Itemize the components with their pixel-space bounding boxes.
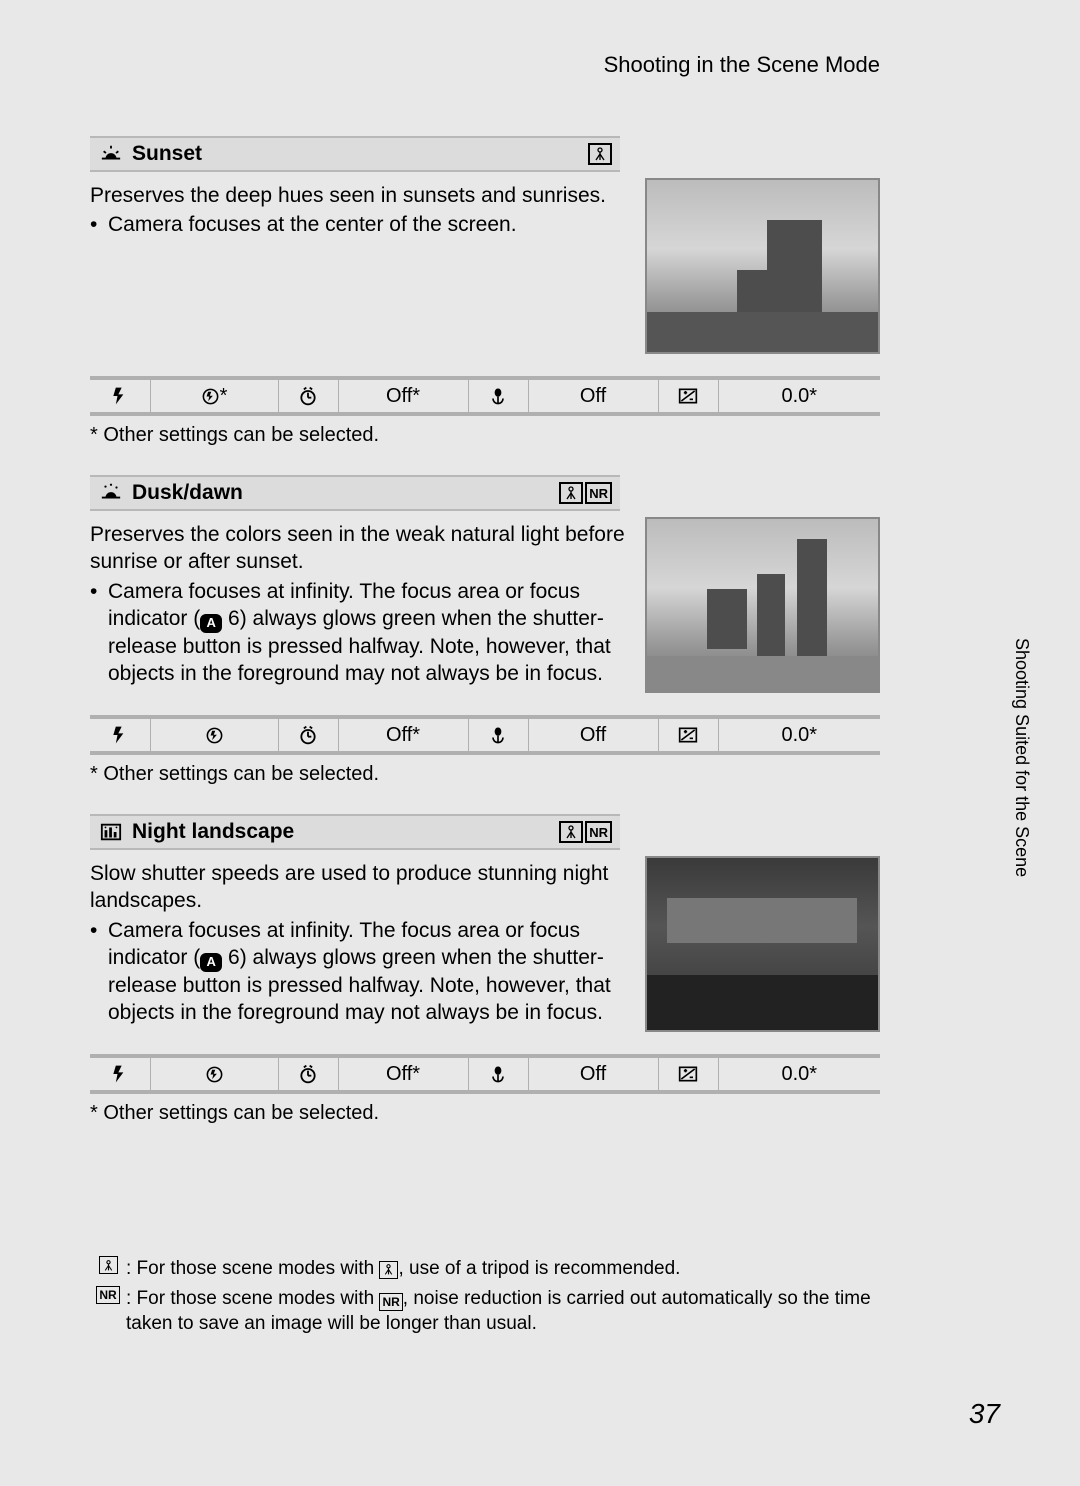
exposure-icon xyxy=(658,717,718,753)
legend-row: NR : For those scene modes with NR, nois… xyxy=(90,1286,880,1337)
selftimer-icon xyxy=(278,1056,338,1092)
flash-icon xyxy=(90,378,150,414)
section-description: Preserves the deep hues seen in sunsets … xyxy=(90,182,635,209)
macro-value: Off xyxy=(528,378,658,414)
settings-table: * Off* Off 0.0* xyxy=(90,376,880,416)
tripod-icon xyxy=(559,821,583,843)
section-title: Dusk/dawn xyxy=(132,481,243,505)
side-tab-text: Shooting Suited for the Scene xyxy=(1006,626,1032,877)
legend-key xyxy=(90,1256,126,1282)
sample-image xyxy=(645,517,880,693)
section-header: Dusk/dawn NR xyxy=(90,475,620,511)
legend-row: : For those scene modes with , use of a … xyxy=(90,1256,880,1282)
section-header: Night landscape NR xyxy=(90,814,620,850)
exposure-icon xyxy=(658,378,718,414)
nr-icon: NR xyxy=(379,1293,402,1311)
legend: : For those scene modes with , use of a … xyxy=(90,1256,880,1341)
settings-table: Off* Off 0.0* xyxy=(90,1054,880,1094)
tripod-icon xyxy=(559,482,583,504)
selftimer-value: Off* xyxy=(338,378,468,414)
macro-icon xyxy=(468,1056,528,1092)
flash-value xyxy=(150,1056,278,1092)
scene-section: Sunset Preserves the deep hues seen in s… xyxy=(90,136,880,447)
nr-icon: NR xyxy=(96,1286,119,1304)
exposure-icon xyxy=(658,1056,718,1092)
tripod-icon xyxy=(99,1256,118,1274)
page-title: Shooting in the Scene Mode xyxy=(90,52,880,78)
side-tab: Shooting Suited for the Scene xyxy=(1006,626,1038,1066)
camera-ref-icon: A xyxy=(200,953,222,972)
section-title: Sunset xyxy=(132,142,202,166)
bullet-item: Camera focuses at infinity. The focus ar… xyxy=(108,578,635,688)
footnote: * Other settings can be selected. xyxy=(90,1102,880,1125)
selftimer-icon xyxy=(278,378,338,414)
section-description: Preserves the colors seen in the weak na… xyxy=(90,521,635,576)
scene-section: Night landscape NR Slow shutter speeds a… xyxy=(90,814,880,1125)
landscape-icon xyxy=(100,821,122,843)
nr-icon: NR xyxy=(585,482,612,504)
sample-image xyxy=(645,856,880,1032)
macro-icon xyxy=(468,378,528,414)
settings-table: Off* Off 0.0* xyxy=(90,715,880,755)
selftimer-value: Off* xyxy=(338,717,468,753)
camera-ref-icon: A xyxy=(200,614,222,633)
bullet-list: Camera focuses at infinity. The focus ar… xyxy=(90,578,635,688)
exposure-value: 0.0* xyxy=(718,378,880,414)
exposure-value: 0.0* xyxy=(718,717,880,753)
macro-value: Off xyxy=(528,717,658,753)
scene-section: Dusk/dawn NR Preserves the colors seen i… xyxy=(90,475,880,786)
footnote: * Other settings can be selected. xyxy=(90,763,880,786)
section-description: Slow shutter speeds are used to produce … xyxy=(90,860,635,915)
tripod-icon xyxy=(379,1261,398,1279)
dusk-icon xyxy=(100,482,122,504)
legend-key: NR xyxy=(90,1286,126,1337)
flash-value xyxy=(150,717,278,753)
bullet-list: Camera focuses at infinity. The focus ar… xyxy=(90,917,635,1027)
selftimer-icon xyxy=(278,717,338,753)
flash-value: * xyxy=(150,378,278,414)
bullet-item: Camera focuses at infinity. The focus ar… xyxy=(108,917,635,1027)
section-title: Night landscape xyxy=(132,820,294,844)
legend-text: : For those scene modes with NR, noise r… xyxy=(126,1286,880,1337)
selftimer-value: Off* xyxy=(338,1056,468,1092)
flash-icon xyxy=(90,1056,150,1092)
macro-value: Off xyxy=(528,1056,658,1092)
footnote: * Other settings can be selected. xyxy=(90,424,880,447)
sunset-icon xyxy=(100,143,122,165)
tripod-icon xyxy=(588,143,612,165)
exposure-value: 0.0* xyxy=(718,1056,880,1092)
nr-icon: NR xyxy=(585,821,612,843)
flash-icon xyxy=(90,717,150,753)
page-number: 37 xyxy=(969,1398,1000,1430)
section-header: Sunset xyxy=(90,136,620,172)
bullet-list: Camera focuses at the center of the scre… xyxy=(90,211,635,238)
sample-image xyxy=(645,178,880,354)
bullet-item: Camera focuses at the center of the scre… xyxy=(108,211,635,238)
legend-text: : For those scene modes with , use of a … xyxy=(126,1256,880,1282)
macro-icon xyxy=(468,717,528,753)
